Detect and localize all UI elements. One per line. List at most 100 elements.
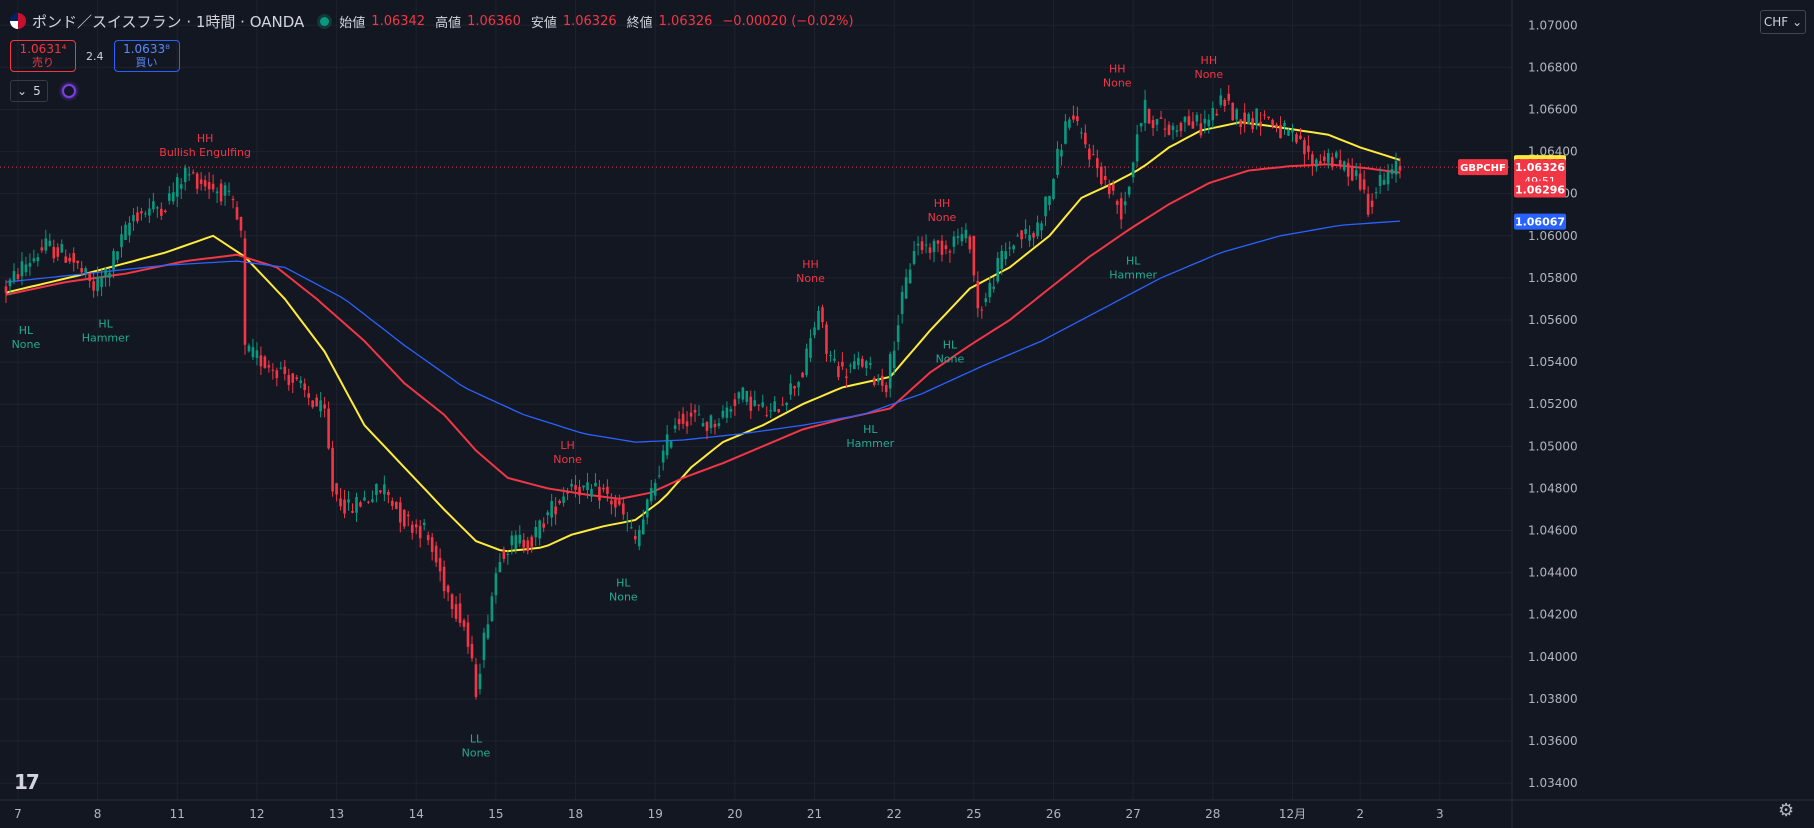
candle-body — [586, 482, 589, 490]
candle-body — [1391, 169, 1394, 174]
candle-body — [236, 207, 239, 219]
candle-body — [272, 370, 275, 371]
sell-label: 売り — [32, 56, 54, 70]
candle-body — [658, 475, 661, 476]
candle-body — [813, 327, 816, 335]
candle-body — [1239, 119, 1242, 126]
price-tick-label: 1.03800 — [1528, 692, 1578, 706]
candle-body — [825, 324, 828, 353]
currency-selector[interactable]: CHF ⌄ — [1760, 10, 1806, 34]
candle-body — [542, 523, 545, 527]
candle-body — [1092, 154, 1095, 155]
candle-body — [100, 276, 103, 287]
candle-body — [248, 346, 251, 352]
candle-body — [622, 503, 625, 514]
swing-type-label: HL — [19, 324, 34, 337]
candle-body — [120, 234, 123, 247]
symbol-tag-text: GBPCHF — [1460, 163, 1506, 174]
candle-body — [1227, 94, 1230, 101]
candle-body — [925, 245, 928, 246]
candle-body — [1212, 108, 1215, 120]
candle-body — [351, 511, 354, 513]
candle-body — [196, 173, 199, 188]
candle-body — [124, 225, 127, 240]
candle-body — [483, 633, 486, 660]
candle-body — [204, 180, 207, 186]
indicators-toggle-button[interactable]: ⌄ 5 — [10, 80, 48, 102]
candle-body — [1048, 196, 1051, 205]
gear-icon[interactable]: ⚙ — [1778, 800, 1794, 821]
candle-body — [1184, 117, 1187, 122]
time-axis[interactable]: 7 8 11 12 13 14 15 18 19 20 21 22 25 26 27 28 12月 2 3 — [0, 800, 1814, 821]
price-tick-label: 1.03400 — [1528, 776, 1578, 790]
candle-body — [1148, 109, 1151, 123]
candle-body — [403, 510, 406, 527]
candle-body — [518, 535, 521, 544]
candle-body — [240, 217, 243, 231]
candle-body — [865, 361, 868, 368]
candle-body — [136, 212, 139, 221]
buy-label: 買い — [136, 56, 158, 70]
candle-body — [562, 497, 565, 503]
candle-body — [937, 241, 940, 244]
candle-body — [554, 506, 557, 514]
candle-body — [550, 501, 553, 517]
candle-body — [801, 373, 804, 378]
candle-body — [1279, 125, 1282, 138]
candle-body — [88, 273, 91, 281]
candle-body — [969, 237, 972, 250]
candle-body — [144, 213, 147, 214]
candle-body — [698, 414, 701, 415]
price-axis[interactable]: 1.03400 1.03600 1.03800 1.04000 1.04200 1.044… — [1512, 0, 1578, 828]
candle-body — [881, 376, 884, 386]
candle-body — [885, 385, 888, 392]
candle-body — [379, 490, 382, 492]
swing-type-label: LH — [560, 439, 574, 452]
candle-body — [5, 286, 8, 292]
candle-body — [1343, 161, 1346, 170]
price-tick-label: 1.04600 — [1528, 524, 1578, 538]
candle-body — [530, 537, 533, 547]
tradingview-logo-icon[interactable]: 17 — [14, 770, 38, 794]
candle-body — [953, 237, 956, 247]
candle-body — [84, 268, 87, 272]
candle-body — [634, 536, 637, 539]
candle-body — [1028, 235, 1031, 241]
candle-body — [682, 414, 685, 424]
candle-pattern-label: Hammer — [1109, 269, 1157, 282]
price-tick-label: 1.04400 — [1528, 566, 1578, 580]
candle-body — [574, 485, 577, 490]
candle-body — [184, 168, 187, 182]
candle-body — [244, 238, 247, 344]
candle-body — [1331, 157, 1334, 167]
candle-pattern-label: Hammer — [846, 437, 894, 450]
symbol-title[interactable]: ポンド／スイスフラン · 1時間 · OANDA — [32, 11, 304, 32]
candle-body — [140, 211, 143, 213]
candle-body — [642, 519, 645, 534]
swing-type-label: HH — [1109, 62, 1126, 75]
candle-body — [359, 502, 362, 506]
candle-body — [1172, 126, 1175, 130]
candle-body — [391, 501, 394, 506]
buy-button[interactable]: 1.0633⁸ 買い — [114, 40, 180, 72]
candle-body — [1188, 116, 1191, 125]
candle-body — [52, 247, 55, 258]
candle-body — [718, 423, 721, 426]
candle-body — [228, 191, 231, 192]
gbp-chf-flag-icon[interactable] — [10, 13, 26, 29]
sell-button[interactable]: 1.0631⁴ 売り — [10, 40, 76, 72]
candle-body — [849, 365, 852, 366]
swing-type-label: HL — [943, 339, 958, 352]
candle-body — [1160, 117, 1163, 118]
price-tick-label: 1.04800 — [1528, 481, 1578, 495]
candle-body — [650, 488, 653, 501]
candle-body — [56, 247, 59, 256]
candle-body — [499, 562, 502, 572]
candle-body — [491, 596, 494, 621]
candle-body — [76, 261, 79, 263]
candle-body — [594, 483, 597, 487]
candle-body — [789, 383, 792, 394]
candle-body — [730, 409, 733, 412]
candle-body — [256, 350, 259, 358]
